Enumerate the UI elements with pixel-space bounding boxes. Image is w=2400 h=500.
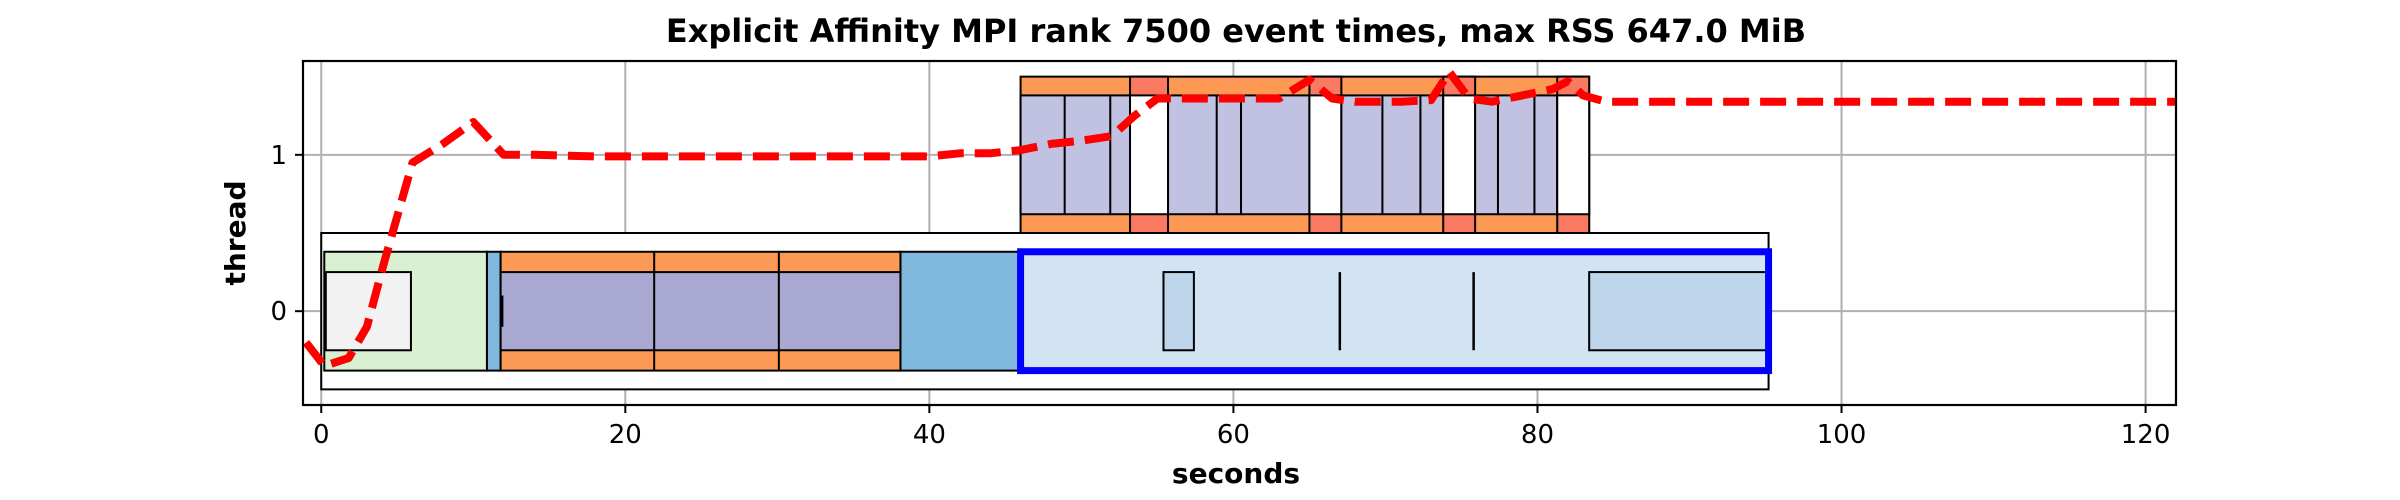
x-tick-label: 120: [2121, 420, 2171, 450]
blue-narrow-phase-box: [485, 250, 502, 372]
x-tick-label: 40: [913, 420, 946, 450]
x-tick-label: 20: [609, 420, 642, 450]
blue-phase-box: [899, 250, 1022, 372]
t1-segment-6-box: [1308, 94, 1343, 216]
event-boxes: [320, 75, 1773, 391]
t1-segment-1-box: [1019, 94, 1132, 216]
purple-phase-box: [499, 271, 902, 352]
t1-segment-10-box: [1474, 94, 1559, 216]
highlight-box: [1017, 248, 1773, 375]
t1-segment-7-box: [1340, 94, 1445, 216]
t1-segment-9-box: [1442, 94, 1477, 216]
rss-series-line: [303, 67, 2176, 370]
x-tick-label: 0: [313, 420, 330, 450]
light-blue-small-box-box: [1162, 271, 1195, 352]
chart-title: Explicit Affinity MPI rank 7500 event ti…: [666, 12, 1806, 50]
t1-segment-12-box: [1556, 94, 1591, 216]
plot-frame: [301, 59, 2178, 407]
light-blue-end-box-box: [1588, 271, 1770, 352]
x-tick-label: 80: [1521, 420, 1554, 450]
axis-ticks: 0 20 40 60 80 100 120 0 1: [270, 141, 2170, 450]
y-tick-label: 0: [270, 297, 287, 327]
x-axis-label: seconds: [1172, 457, 1300, 490]
y-tick-label: 1: [270, 141, 287, 171]
t1-segment-3-box: [1129, 94, 1170, 216]
rss-line-layer: [303, 67, 2176, 370]
gray-phase-box: [324, 271, 412, 352]
x-tick-label: 100: [1817, 420, 1867, 450]
t1-segment-4-box: [1167, 94, 1311, 216]
y-axis-label: thread: [219, 180, 252, 285]
x-tick-label: 60: [1217, 420, 1250, 450]
